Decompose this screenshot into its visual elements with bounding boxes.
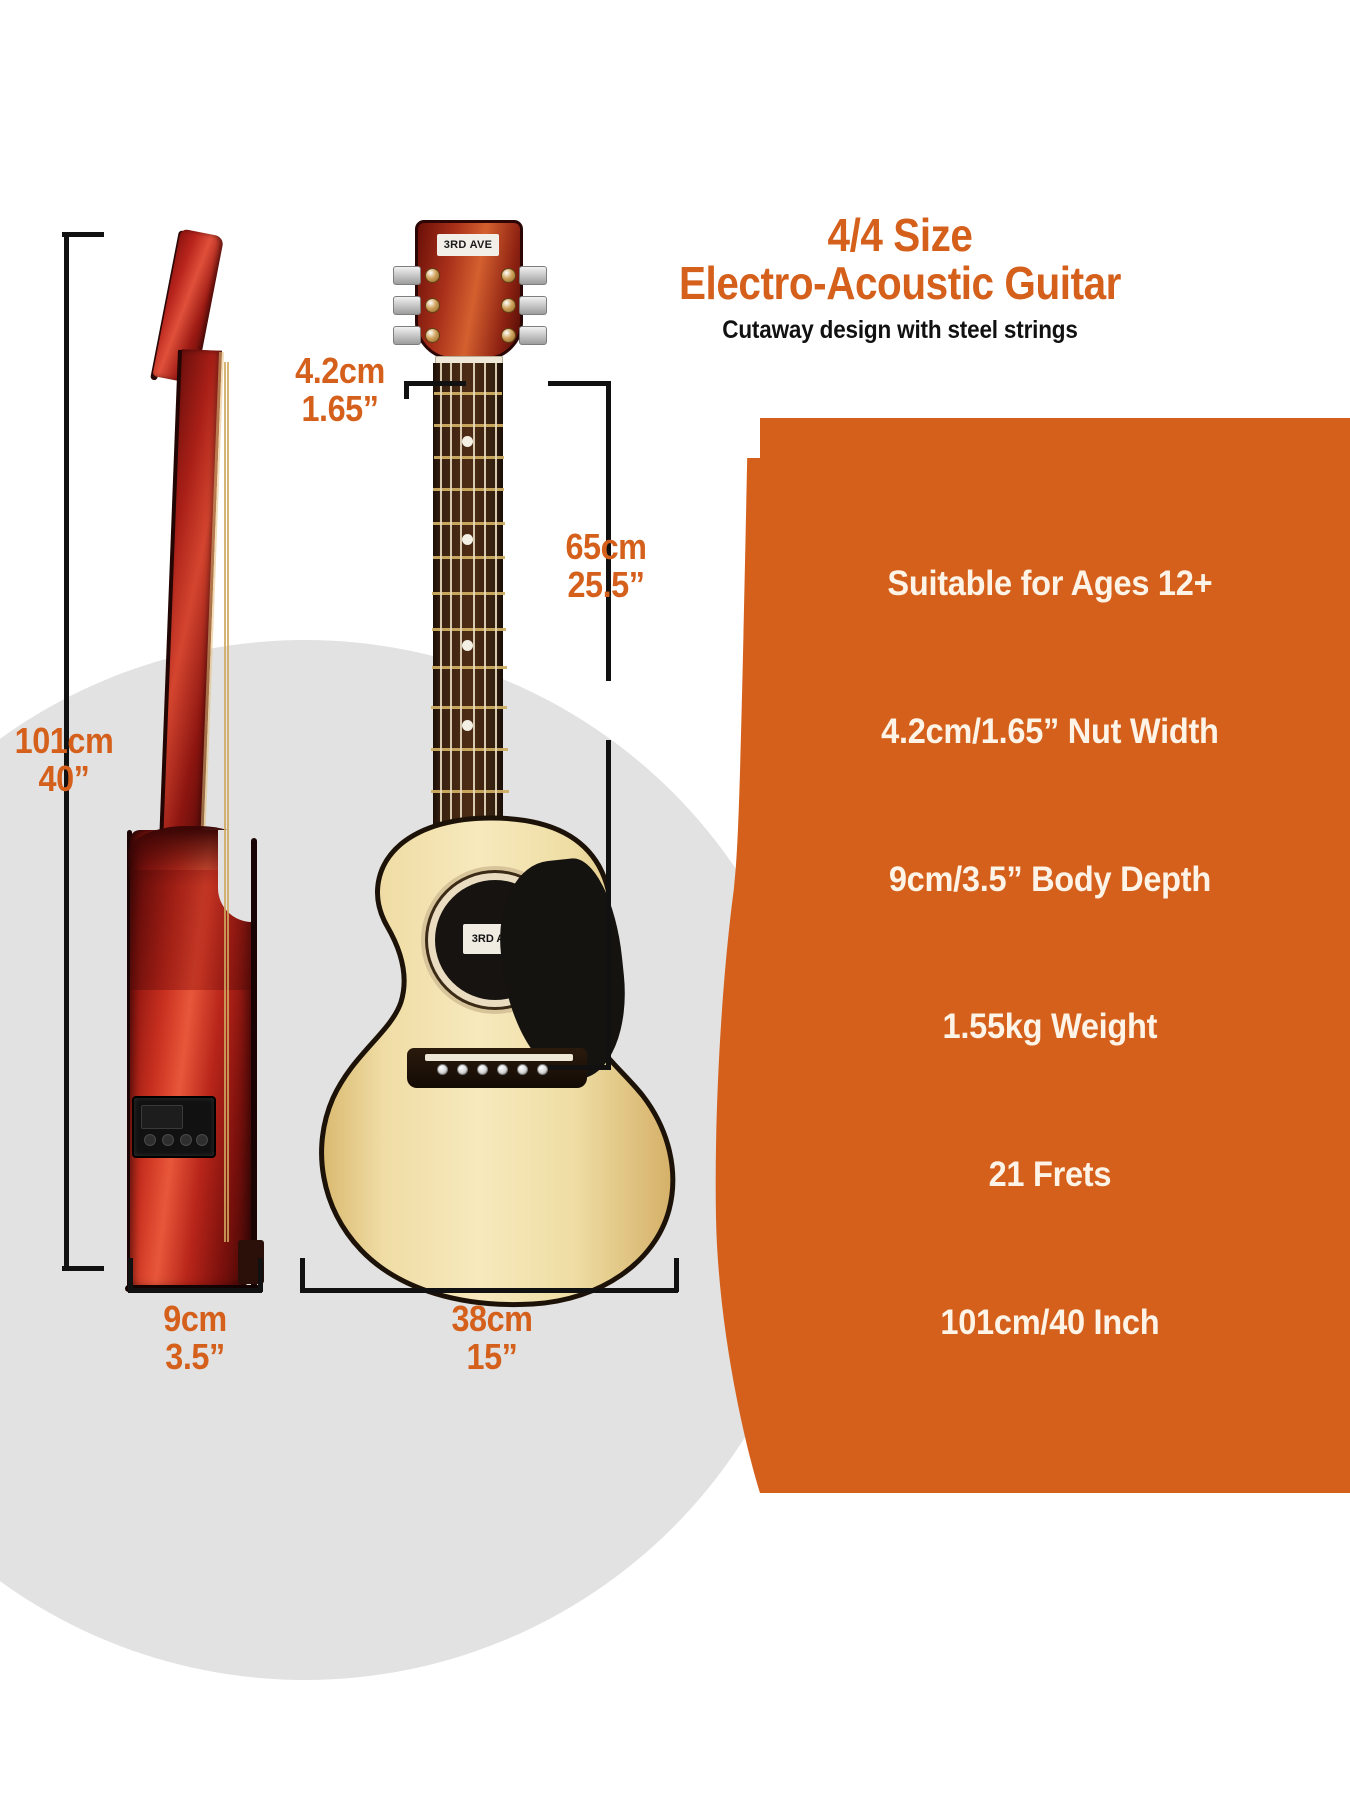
fret-inlay-3 [462,436,473,447]
page-title-line1: 4/4 Size [827,209,973,261]
fret-inlay-5 [462,534,473,545]
tuner-peg-left-3 [425,328,440,343]
preamp-knob-2 [162,1134,174,1146]
tuner-right-3 [519,326,547,345]
measure-depth-horizontal [128,1288,262,1293]
fret-12 [431,790,509,793]
tuner-right-1 [519,266,547,285]
fret-5 [433,522,505,525]
dimension-body-width-metric: 38cm [451,1298,533,1339]
string-side-2 [227,362,229,1242]
dimension-label-scale-length: 65cm 25.5” [550,526,662,606]
dimension-label-nut-width: 4.2cm 1.65” [284,350,396,430]
measure-width-horizontal [300,1288,678,1293]
preamp-eq-unit [132,1096,216,1158]
string-front-3 [473,363,475,1063]
tuner-right-2 [519,296,547,315]
preamp-display [141,1105,183,1129]
guitar-side-profile-image [120,228,310,1292]
string-front-6 [440,363,442,1063]
feature-item-length: 101cm/40 Inch [940,1303,1160,1343]
feature-panel-shape [715,418,1350,1493]
fret-3 [434,456,504,459]
measure-nut-tick [404,381,409,399]
tuner-peg-left-1 [425,268,440,283]
dimension-scale-length-metric: 65cm [565,526,647,567]
measure-101cm-bottom-tick [62,1266,104,1271]
preamp-knob-4 [196,1134,208,1146]
measure-scale-vertical-a [606,381,611,681]
string-front-2 [484,363,486,1063]
dimension-body-depth-imperial: 3.5” [165,1336,225,1378]
preamp-knob-3 [180,1134,192,1146]
headstock-brand-logo: 3RD AVE [437,234,499,256]
feature-item-nut-width: 4.2cm/1.65” Nut Width [881,711,1219,751]
feature-item-weight: 1.55kg Weight [942,1007,1158,1047]
bridge-saddle [425,1054,573,1061]
string-side-1 [224,362,226,1242]
body-binding-left [127,830,132,1290]
feature-panel: Suitable for Ages 12+ 4.2cm/1.65” Nut Wi… [700,418,1350,1493]
tuner-peg-right-1 [501,268,516,283]
dimension-label-body-depth: 9cm 3.5” [137,1298,254,1378]
measure-101cm-vertical [64,232,69,1270]
measure-width-left-tick [300,1258,305,1292]
fretboard-upper [433,363,503,883]
fret-11 [431,748,508,751]
measure-nut-horizontal [404,381,466,386]
header-block: 4/4 Size Electro-Acoustic Guitar Cutaway… [620,209,1180,345]
page-subtitle: Cutaway design with steel strings [722,315,1078,344]
tuner-left-1 [393,266,421,285]
string-front-4 [460,363,462,1063]
dimension-label-total-length: 101cm 40” [6,720,121,800]
dimension-total-length-imperial: 40” [38,758,90,800]
feature-list: Suitable for Ages 12+ 4.2cm/1.65” Nut Wi… [720,418,1350,1493]
measure-depth-left-tick [128,1258,133,1292]
bridge-pin-1 [437,1064,448,1075]
dimension-nut-width-imperial: 1.65” [301,388,379,430]
page-title-line2: Electro-Acoustic Guitar [678,256,1122,309]
measure-101cm-top-tick [62,232,104,237]
fret-7 [432,592,505,595]
preamp-knob-1 [144,1134,156,1146]
bridge-pin-3 [477,1064,488,1075]
measure-scale-top-tick [548,381,610,386]
feature-item-frets: 21 Frets [988,1155,1112,1195]
body-binding-right [251,838,257,1290]
fret-inlay-9 [462,720,473,731]
tuner-peg-right-3 [501,328,516,343]
measure-scale-vertical-b [606,740,611,1070]
dimension-body-depth-metric: 9cm [163,1298,227,1339]
fret-2 [434,424,503,427]
measure-scale-bottom-tick [548,1065,610,1070]
feature-item-age: Suitable for Ages 12+ [887,563,1213,603]
fret-6 [433,556,505,559]
tuner-peg-left-2 [425,298,440,313]
fret-8 [432,628,506,631]
dimension-total-length-metric: 101cm [14,720,114,761]
measure-width-right-tick [674,1258,679,1292]
string-front-1 [495,363,497,1063]
fret-9 [432,666,507,669]
string-front-5 [450,363,452,1063]
guitar-front-view-image: 3RD AVE [285,220,705,1310]
measure-depth-right-tick [258,1258,263,1292]
dimension-nut-width-metric: 4.2cm [295,350,385,391]
bridge-pin-2 [457,1064,468,1075]
bridge-pin-6 [537,1064,548,1075]
dimension-scale-length-imperial: 25.5” [567,564,645,606]
tuner-left-3 [393,326,421,345]
feature-item-body-depth: 9cm/3.5” Body Depth [888,859,1211,899]
fret-10 [431,706,507,709]
bridge-pin-4 [497,1064,508,1075]
fret-4 [433,488,504,491]
bridge-pin-5 [517,1064,528,1075]
dimension-body-width-imperial: 15” [466,1336,518,1378]
fret-1 [434,392,502,395]
fret-inlay-7 [462,640,473,651]
tuner-peg-right-2 [501,298,516,313]
tuner-left-2 [393,296,421,315]
dimension-label-body-width: 38cm 15” [431,1298,553,1378]
